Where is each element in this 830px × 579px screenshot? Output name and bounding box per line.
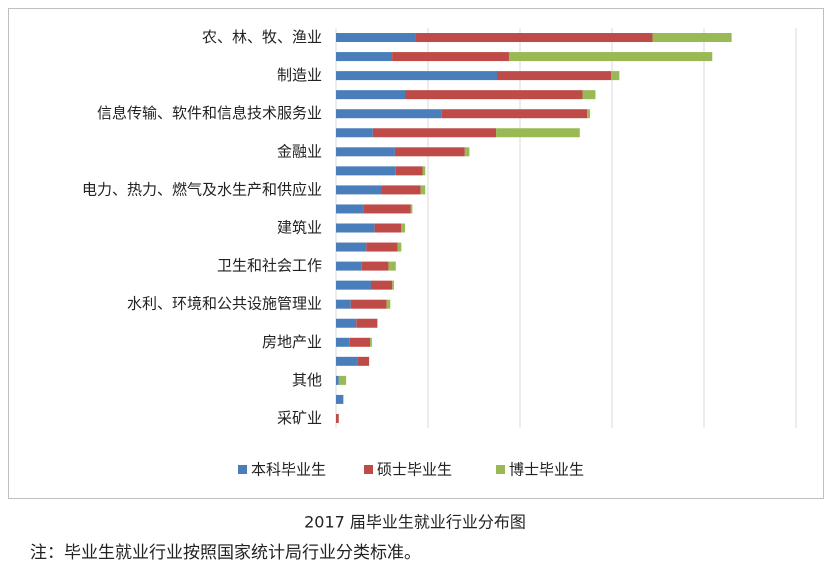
bar-segment xyxy=(350,299,387,309)
bar-segment xyxy=(336,413,339,423)
bar-segment xyxy=(366,242,398,252)
y-tick-label: 水利、环境和公共设施管理业 xyxy=(127,295,322,313)
bar-segment xyxy=(336,280,371,290)
bar-segment xyxy=(508,52,713,62)
y-tick-label: 电力、热力、燃气及水生产和供应业 xyxy=(82,180,322,198)
y-tick-label: 房地产业 xyxy=(262,333,322,351)
bar-segment xyxy=(349,337,371,347)
bar-segment xyxy=(336,337,350,347)
bar-segment xyxy=(370,337,372,347)
chart-note: 注：毕业生就业行业按照国家统计局行业分类标准。 xyxy=(30,543,421,563)
bar-segment xyxy=(356,318,378,328)
bar-segment xyxy=(336,33,416,43)
bar-segment xyxy=(361,261,389,271)
bar-segment xyxy=(336,356,358,366)
bar-segment xyxy=(587,109,590,119)
bar-segment xyxy=(338,375,347,385)
bar-segment xyxy=(388,261,396,271)
bar-segment xyxy=(374,223,402,233)
chart-border xyxy=(8,8,824,499)
bar-segment xyxy=(372,128,497,138)
bar-segment xyxy=(464,147,470,157)
bar-segment xyxy=(415,33,653,43)
y-tick-label: 农、林、牧、渔业 xyxy=(202,28,322,46)
bar-segment xyxy=(392,52,509,62)
bar-segment xyxy=(336,71,497,81)
legend-swatch xyxy=(496,465,505,474)
bar-segment xyxy=(497,71,612,81)
y-tick-label: 建筑业 xyxy=(277,219,322,237)
bar-segment xyxy=(611,71,620,81)
bar-segment xyxy=(395,166,423,176)
bar-segment xyxy=(336,223,375,233)
bar-segment xyxy=(336,109,442,119)
bar-segment xyxy=(422,166,426,176)
bar-segment xyxy=(582,90,596,100)
y-tick-label: 卫生和社会工作 xyxy=(217,257,322,275)
bar-segment xyxy=(410,204,413,214)
bar-segment xyxy=(336,375,339,385)
bar-segment xyxy=(336,90,405,100)
bar-segment xyxy=(336,299,351,309)
legend-swatch xyxy=(238,465,247,474)
y-tick-label: 制造业 xyxy=(277,66,322,84)
legend-swatch xyxy=(364,465,373,474)
bar-segment xyxy=(397,242,402,252)
bar-segment xyxy=(405,90,583,100)
bar-segment xyxy=(336,261,362,271)
bar-segment xyxy=(336,242,367,252)
legend-label: 本科毕业生 xyxy=(251,461,326,479)
bar-segment xyxy=(382,185,421,195)
bar-segment xyxy=(441,109,588,119)
bar-segment xyxy=(336,128,373,138)
bar-segment xyxy=(336,394,344,404)
bar-segment xyxy=(336,147,395,157)
bar-segment xyxy=(394,147,465,157)
legend-label: 硕士毕业生 xyxy=(377,461,452,479)
bar-segment xyxy=(392,280,394,290)
bar-segment xyxy=(420,185,426,195)
bar-segment xyxy=(386,299,391,309)
bar-segment xyxy=(336,185,382,195)
legend-label: 博士毕业生 xyxy=(509,461,584,479)
bar-segment xyxy=(496,128,580,138)
bar-segment xyxy=(336,204,364,214)
y-tick-label: 金融业 xyxy=(277,142,322,160)
y-tick-label: 采矿业 xyxy=(277,409,322,427)
bar-segment xyxy=(652,33,732,43)
bar-segment xyxy=(370,280,393,290)
bar-segment xyxy=(401,223,405,233)
chart-title: 2017 届毕业生就业行业分布图 xyxy=(304,513,526,532)
bar-segment xyxy=(336,318,357,328)
y-tick-label: 信息传输、软件和信息技术服务业 xyxy=(97,104,322,122)
bar-segment xyxy=(357,356,370,366)
bar-segment xyxy=(336,52,393,62)
bar-segment xyxy=(363,204,411,214)
bar-segment xyxy=(336,166,396,176)
y-tick-label: 其他 xyxy=(292,371,322,389)
